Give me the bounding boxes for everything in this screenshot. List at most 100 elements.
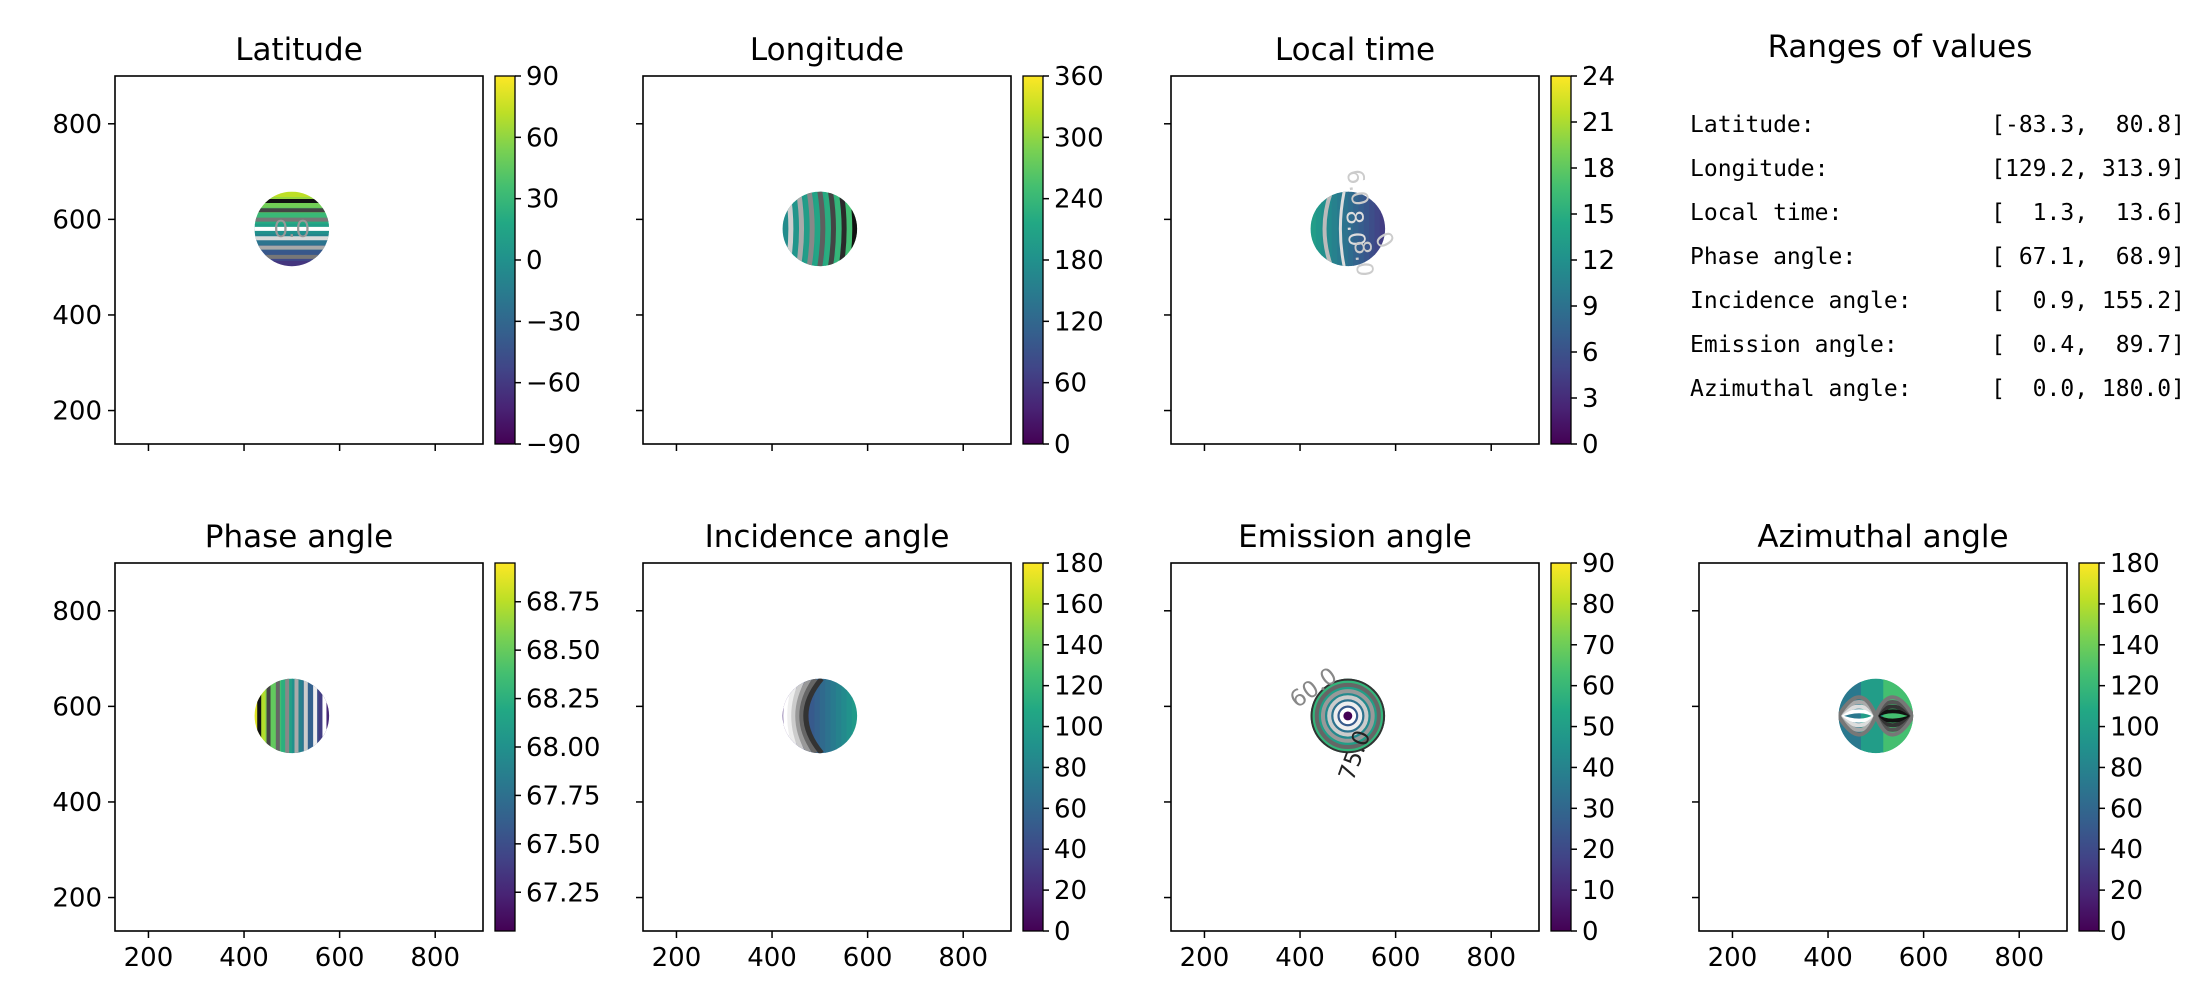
colorbar: [1022, 75, 1044, 445]
colorbar-tick-label: 0: [1582, 430, 1599, 460]
colorbar-tick-label: 80: [2110, 753, 2143, 783]
colorbar-tick-label: 120: [2110, 672, 2160, 702]
contour-label: 6.0: [1341, 167, 1373, 208]
range-value: [129.2, 313.9]: [1991, 156, 2185, 182]
y-tick-label: 800: [52, 597, 102, 627]
panel-title: Longitude: [750, 32, 904, 68]
image-cell: [286, 678, 293, 754]
colorbar: [1022, 562, 1044, 932]
image-cell: [1369, 191, 1376, 267]
range-value: [ 67.1, 68.9]: [1991, 244, 2185, 270]
disk-image: [782, 191, 858, 267]
colorbar-tick-label: 90: [526, 62, 559, 92]
image-cell: [825, 678, 832, 754]
image-cell: [825, 191, 832, 267]
image-cell: [1883, 678, 1914, 754]
panel-phase-angle: Phase angle 800 600 400 200 200 400 600 800 68.75…: [52, 519, 600, 973]
colorbar: [494, 562, 516, 932]
axes-frame: [1698, 562, 2068, 932]
image-cell: [814, 191, 821, 267]
panel-title: Azimuthal angle: [1757, 519, 2008, 555]
range-value: [ 1.3, 13.6]: [1991, 200, 2185, 226]
image-cell: [814, 678, 821, 754]
x-tick-label: 200: [1708, 943, 1758, 973]
x-tick-label: 600: [315, 943, 365, 973]
y-tick-label: 200: [52, 397, 102, 427]
disk-image: [782, 678, 858, 754]
x-tick-label: 400: [747, 943, 797, 973]
x-tick-label: 800: [410, 943, 460, 973]
ranges-panel: Ranges of values Latitude: [-83.3, 80.8] Lo…: [1690, 29, 2185, 402]
disk-image: [1838, 678, 1914, 754]
image-cell: [254, 250, 330, 257]
colorbar-tick-label: 0: [1582, 917, 1599, 947]
axes-frame: [114, 562, 484, 932]
colorbar-tick-label: 24: [1582, 62, 1615, 92]
image-cell: [270, 678, 277, 754]
panel-title: Emission angle: [1238, 519, 1472, 555]
image-cell: [259, 678, 267, 754]
image-cell: [1331, 191, 1339, 267]
contour-line: [791, 678, 806, 754]
colorbar-tick-label: 0: [2110, 917, 2127, 947]
colorbar-tick-label: 60: [1054, 369, 1087, 399]
image-cell: [297, 678, 304, 754]
panel-title: Local time: [1275, 32, 1435, 68]
range-value: [ 0.9, 155.2]: [1991, 288, 2185, 314]
y-tick-label: 600: [52, 205, 102, 235]
x-tick-label: 200: [652, 943, 702, 973]
image-cell: [281, 678, 288, 754]
image-cell: [1326, 191, 1333, 267]
contour-line: [828, 191, 836, 267]
colorbar-tick-label: 3: [1582, 384, 1599, 414]
range-label: Latitude:: [1690, 112, 1815, 138]
colorbar-tick-label: 68.00: [526, 733, 600, 763]
contour-label: 8.0: [1340, 209, 1369, 248]
colorbar-tick-label: −90: [526, 430, 581, 460]
range-value: [-83.3, 80.8]: [1991, 112, 2185, 138]
range-value: [ 0.0, 180.0]: [1991, 376, 2185, 402]
colorbar-tick-label: 68.50: [526, 636, 600, 666]
image-cell: [841, 678, 848, 754]
contour-label: 0.0: [274, 217, 311, 243]
axes-frame: [114, 75, 484, 445]
colorbar-tick-label: 120: [1054, 307, 1104, 337]
image-cell: [846, 191, 853, 267]
colorbar-tick-label: 50: [1582, 713, 1615, 743]
image-cell: [1342, 191, 1349, 267]
disk-image: [1310, 191, 1386, 267]
image-cell: [1343, 711, 1353, 721]
panel-latitude: Latitude 800 600 400 200 90 60 30 0 −30 −60 −90 0.0: [52, 32, 581, 460]
image-cell: [819, 678, 827, 754]
colorbar-tick-label: 180: [1054, 549, 1104, 579]
x-tick-label: 600: [843, 943, 893, 973]
x-tick-label: 600: [1899, 943, 1949, 973]
colorbar-tick-label: 0: [1054, 430, 1071, 460]
image-cell: [782, 191, 789, 267]
colorbar-tick-label: 67.50: [526, 830, 600, 860]
image-cell: [254, 212, 330, 220]
image-cell: [307, 678, 315, 754]
colorbar-tick-label: −30: [526, 307, 581, 337]
range-value: [ 0.4, 89.7]: [1991, 332, 2185, 358]
panel-title: Latitude: [235, 32, 363, 68]
colorbar-tick-label: 40: [1582, 753, 1615, 783]
colorbar-tick-label: 0: [1054, 917, 1071, 947]
range-label: Emission angle:: [1690, 332, 1898, 358]
axes-frame: [1170, 75, 1540, 445]
colorbar: [1550, 562, 1572, 932]
image-cell: [1379, 191, 1386, 267]
axes-frame: [642, 562, 1012, 932]
image-cell: [1315, 191, 1323, 267]
colorbar-tick-label: 100: [1054, 713, 1104, 743]
colorbar-tick-label: 67.75: [526, 781, 600, 811]
colorbar-tick-label: 20: [2110, 876, 2143, 906]
colorbar-tick-label: 40: [2110, 835, 2143, 865]
colorbar-tick-label: 30: [526, 185, 559, 215]
image-cell: [803, 191, 811, 267]
x-tick-label: 400: [1275, 943, 1325, 973]
axes-frame: [1170, 562, 1540, 932]
colorbar-tick-label: 360: [1054, 62, 1104, 92]
